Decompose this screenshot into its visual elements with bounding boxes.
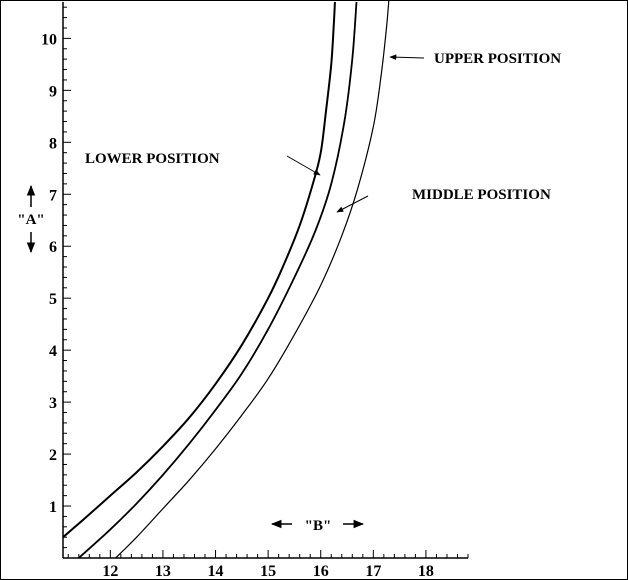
lower-position-leader	[286, 155, 321, 176]
y-tick-label: 7	[49, 187, 57, 204]
y-tick-label: 8	[49, 135, 57, 152]
x-axis-label: "B"	[305, 518, 332, 534]
upper-position-leader	[389, 54, 425, 60]
x-tick-label: 17	[365, 563, 381, 580]
y-tick-label: 2	[49, 447, 57, 464]
x-tick-label: 13	[155, 563, 171, 580]
upper-position-label: UPPER POSITION	[434, 51, 561, 67]
y-tick-label: 10	[41, 31, 57, 48]
y-tick-label: 9	[49, 83, 57, 100]
lower-position-curve	[62, 1, 336, 538]
lower-position-label: LOWER POSITION	[85, 151, 220, 167]
y-tick-label: 1	[49, 499, 57, 516]
x-tick-label: 12	[102, 563, 118, 580]
x-tick-label: 15	[260, 563, 276, 580]
x-tick-label: 14	[208, 563, 224, 580]
y-tick-label: 5	[49, 291, 57, 308]
y-tick-label: 6	[49, 239, 57, 256]
y-axis-label: "A"	[17, 212, 45, 228]
middle-position-curve	[78, 1, 358, 559]
x-tick-label: 18	[418, 563, 434, 580]
y-tick-label: 4	[49, 343, 57, 360]
middle-position-leader	[336, 195, 369, 213]
y-tick-label: 3	[49, 395, 57, 412]
upper-position-curve	[115, 0, 390, 559]
middle-position-label: MIDDLE POSITION	[412, 187, 551, 203]
x-tick-label: 16	[313, 563, 329, 580]
